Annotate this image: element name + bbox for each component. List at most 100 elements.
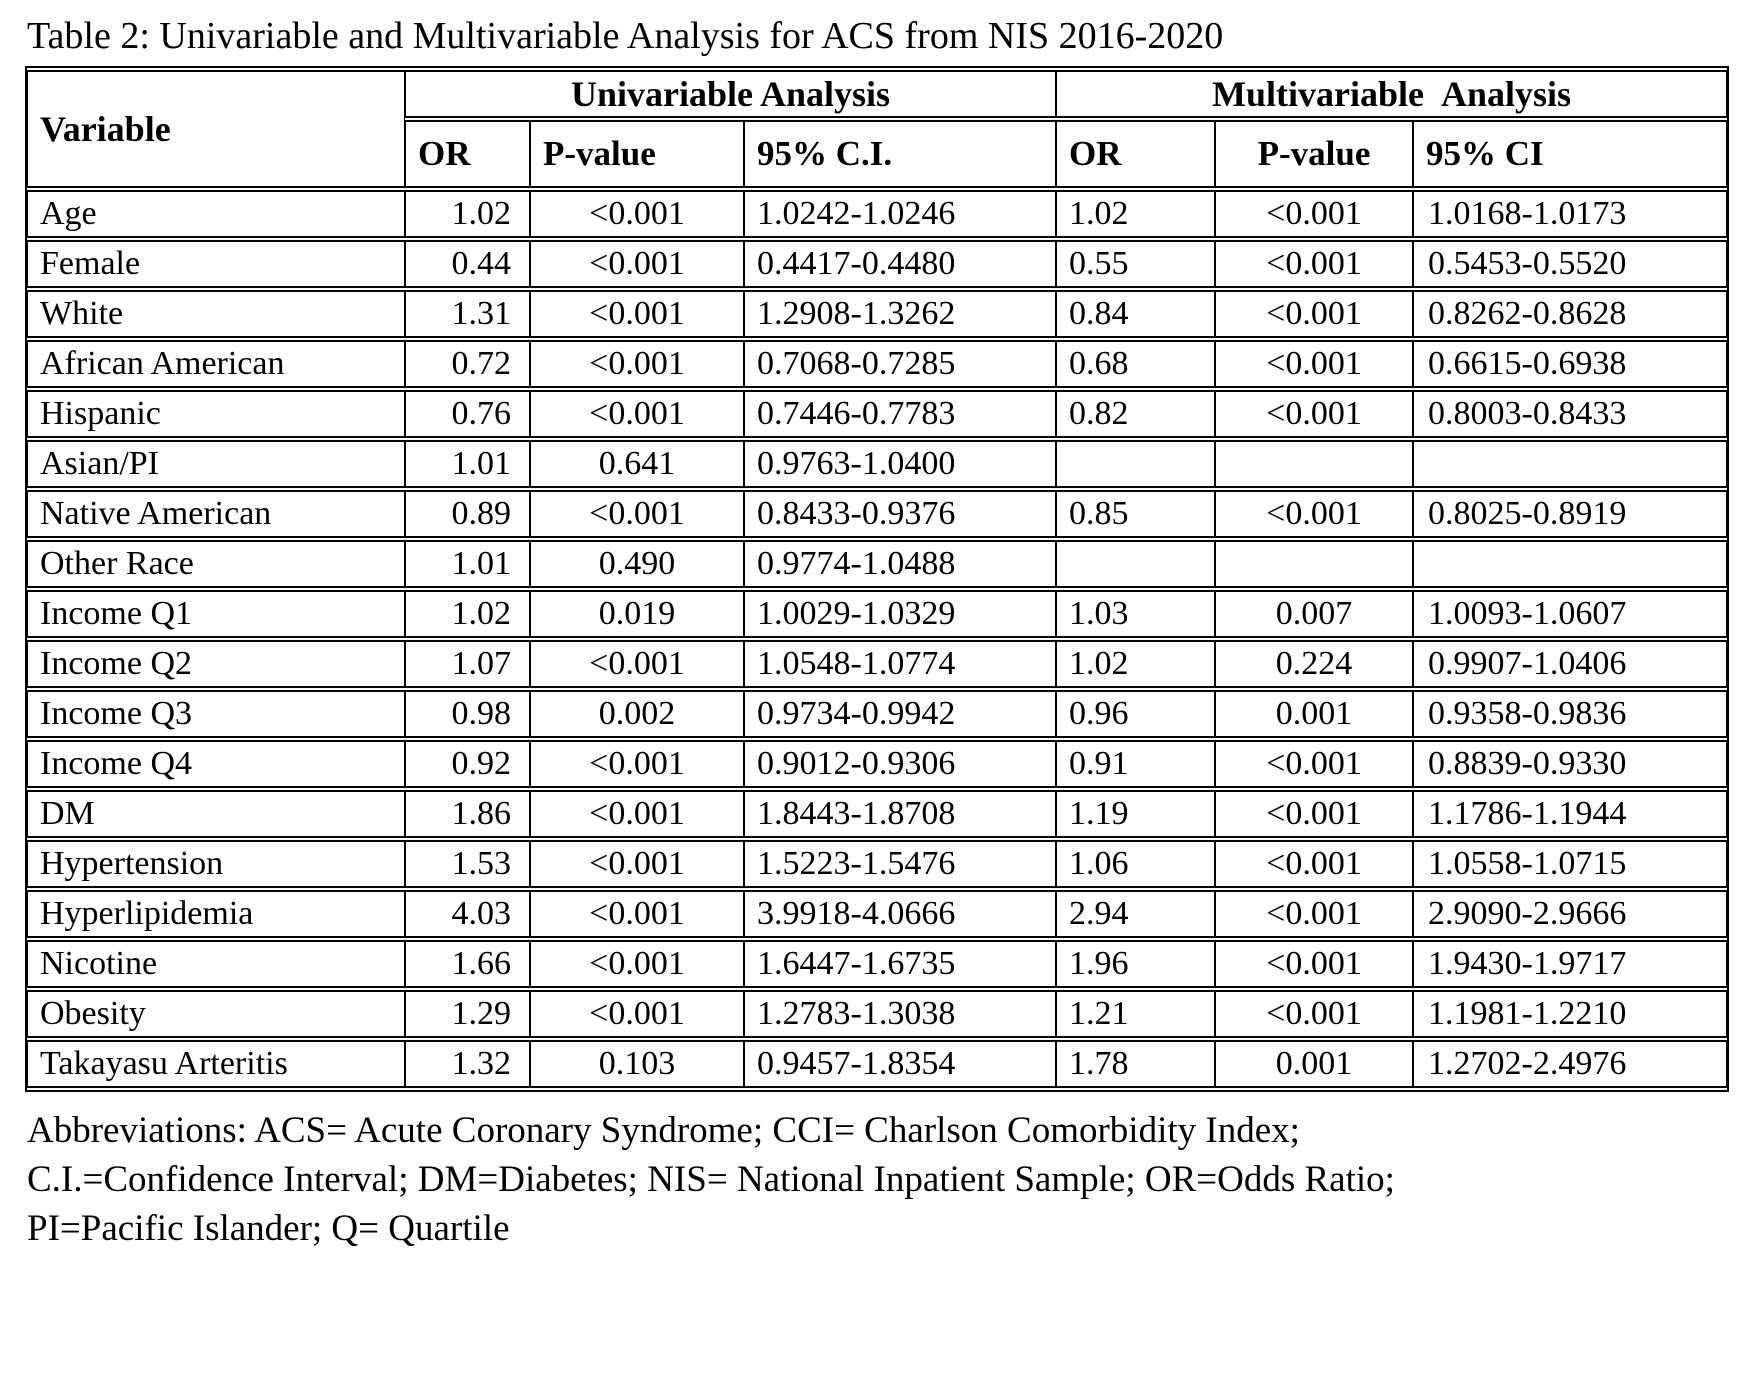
uni-pvalue-cell: <0.001 <box>530 240 744 288</box>
uni-or-cell: 1.31 <box>405 290 530 338</box>
uni-ci-cell: 0.9763-1.0400 <box>744 440 1057 488</box>
multi-or-cell: 1.02 <box>1056 640 1216 688</box>
table-header: Variable Univariable Analysis Multivaria… <box>27 70 1728 188</box>
uni-pvalue-cell: <0.001 <box>530 790 744 838</box>
uni-or-cell: 1.02 <box>405 590 530 638</box>
table-row: Obesity 1.29 <0.001 1.2783-1.3038 1.21 <… <box>27 990 1728 1038</box>
uni-or-cell: 0.44 <box>405 240 530 288</box>
multi-ci-cell: 0.8025-0.8919 <box>1413 490 1728 538</box>
multi-pvalue-cell: <0.001 <box>1215 790 1414 838</box>
uni-or-cell: 1.32 <box>405 1040 530 1088</box>
footnote-line: C.I.=Confidence Interval; DM=Diabetes; N… <box>27 1159 1395 1200</box>
multi-or-cell: 0.68 <box>1056 340 1216 388</box>
uni-or-cell: 0.89 <box>405 490 530 538</box>
multi-or-cell: 0.91 <box>1056 740 1216 788</box>
uni-ci-cell: 0.7446-0.7783 <box>744 390 1057 438</box>
multi-pvalue-cell: <0.001 <box>1215 290 1414 338</box>
uni-pvalue-cell: <0.001 <box>530 890 744 938</box>
variable-cell: Income Q3 <box>27 690 405 738</box>
uni-pvalue-cell: <0.001 <box>530 190 744 238</box>
multi-pvalue-cell: <0.001 <box>1215 990 1414 1038</box>
uni-pvalue-cell: 0.490 <box>530 540 744 588</box>
group-header-row: Variable Univariable Analysis Multivaria… <box>27 70 1728 188</box>
column-header-variable: Variable <box>27 70 405 188</box>
uni-pvalue-cell: 0.002 <box>530 690 744 738</box>
table-row: Asian/PI 1.01 0.641 0.9763-1.0400 <box>27 440 1728 488</box>
table-row: Native American 0.89 <0.001 0.8433-0.937… <box>27 490 1728 538</box>
table-row: White 1.31 <0.001 1.2908-1.3262 0.84 <0.… <box>27 290 1728 338</box>
variable-cell: African American <box>27 340 405 388</box>
group-header-univariable: Univariable Analysis <box>405 70 1057 118</box>
multi-pvalue-cell: <0.001 <box>1215 190 1414 238</box>
multi-pvalue-cell: <0.001 <box>1215 390 1414 438</box>
multi-or-cell: 0.85 <box>1056 490 1216 538</box>
uni-ci-cell: 0.8433-0.9376 <box>744 490 1057 538</box>
table-row: Income Q1 1.02 0.019 1.0029-1.0329 1.03 … <box>27 590 1728 638</box>
variable-cell: Asian/PI <box>27 440 405 488</box>
uni-pvalue-cell: <0.001 <box>530 940 744 988</box>
uni-ci-cell: 1.0242-1.0246 <box>744 190 1057 238</box>
multi-ci-cell: 0.8839-0.9330 <box>1413 740 1728 788</box>
uni-or-cell: 1.29 <box>405 990 530 1038</box>
uni-or-cell: 0.92 <box>405 740 530 788</box>
variable-cell: DM <box>27 790 405 838</box>
uni-ci-cell: 1.2783-1.3038 <box>744 990 1057 1038</box>
variable-cell: White <box>27 290 405 338</box>
uni-or-cell: 1.86 <box>405 790 530 838</box>
multi-or-cell: 0.82 <box>1056 390 1216 438</box>
footnote-line: Abbreviations: ACS= Acute Coronary Syndr… <box>27 1110 1300 1151</box>
variable-cell: Nicotine <box>27 940 405 988</box>
uni-ci-cell: 0.9774-1.0488 <box>744 540 1057 588</box>
table-row: Income Q2 1.07 <0.001 1.0548-1.0774 1.02… <box>27 640 1728 688</box>
multi-ci-cell: 1.1786-1.1944 <box>1413 790 1728 838</box>
table-body: Age 1.02 <0.001 1.0242-1.0246 1.02 <0.00… <box>27 190 1728 1088</box>
multi-ci-cell: 0.5453-0.5520 <box>1413 240 1728 288</box>
variable-cell: Female <box>27 240 405 288</box>
multi-or-cell: 0.96 <box>1056 690 1216 738</box>
multi-pvalue-cell: 0.001 <box>1215 690 1414 738</box>
uni-pvalue-cell: <0.001 <box>530 490 744 538</box>
uni-pvalue-cell: <0.001 <box>530 740 744 788</box>
multi-ci-cell: 0.8003-0.8433 <box>1413 390 1728 438</box>
analysis-table: Variable Univariable Analysis Multivaria… <box>25 66 1730 1092</box>
table-row: Nicotine 1.66 <0.001 1.6447-1.6735 1.96 … <box>27 940 1728 988</box>
column-header-multi-pvalue: P-value <box>1215 120 1414 188</box>
abbreviations-footnote: Abbreviations: ACS= Acute Coronary Syndr… <box>27 1106 1752 1253</box>
sub-header-row: OR P-value 95% C.I. OR P-value 95% CI <box>27 120 1728 188</box>
uni-ci-cell: 1.0029-1.0329 <box>744 590 1057 638</box>
uni-ci-cell: 0.9734-0.9942 <box>744 690 1057 738</box>
uni-or-cell: 1.02 <box>405 190 530 238</box>
multi-or-cell <box>1056 540 1216 588</box>
uni-pvalue-cell: <0.001 <box>530 340 744 388</box>
multi-or-cell: 1.02 <box>1056 190 1216 238</box>
multi-pvalue-cell: <0.001 <box>1215 840 1414 888</box>
multi-or-cell: 0.55 <box>1056 240 1216 288</box>
multi-pvalue-cell: 0.001 <box>1215 1040 1414 1088</box>
uni-pvalue-cell: 0.641 <box>530 440 744 488</box>
multi-or-cell: 1.19 <box>1056 790 1216 838</box>
multi-pvalue-cell: <0.001 <box>1215 340 1414 388</box>
multi-pvalue-cell <box>1215 440 1414 488</box>
variable-cell: Age <box>27 190 405 238</box>
uni-pvalue-cell: <0.001 <box>530 990 744 1038</box>
variable-cell: Takayasu Arteritis <box>27 1040 405 1088</box>
variable-cell: Obesity <box>27 990 405 1038</box>
table-row: Hispanic 0.76 <0.001 0.7446-0.7783 0.82 … <box>27 390 1728 438</box>
uni-or-cell: 1.07 <box>405 640 530 688</box>
column-header-uni-or: OR <box>405 120 530 188</box>
multi-pvalue-cell: <0.001 <box>1215 240 1414 288</box>
multi-ci-cell: 0.8262-0.8628 <box>1413 290 1728 338</box>
uni-ci-cell: 1.6447-1.6735 <box>744 940 1057 988</box>
column-header-uni-ci: 95% C.I. <box>744 120 1057 188</box>
uni-or-cell: 1.66 <box>405 940 530 988</box>
table-row: Income Q3 0.98 0.002 0.9734-0.9942 0.96 … <box>27 690 1728 738</box>
variable-cell: Hispanic <box>27 390 405 438</box>
variable-cell: Hypertension <box>27 840 405 888</box>
multi-or-cell: 1.21 <box>1056 990 1216 1038</box>
uni-or-cell: 0.98 <box>405 690 530 738</box>
uni-pvalue-cell: <0.001 <box>530 390 744 438</box>
multi-or-cell: 1.03 <box>1056 590 1216 638</box>
multi-ci-cell: 1.9430-1.9717 <box>1413 940 1728 988</box>
uni-ci-cell: 1.5223-1.5476 <box>744 840 1057 888</box>
